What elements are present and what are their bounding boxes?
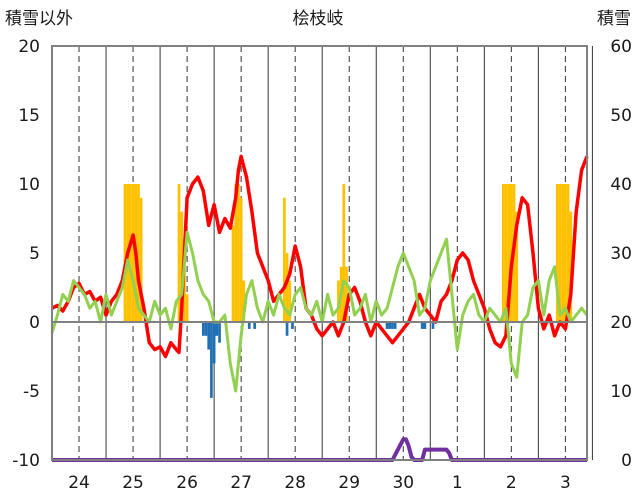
left-tick-label: 20 <box>18 37 40 57</box>
bar <box>215 322 219 336</box>
right-tick-label: 50 <box>610 106 632 126</box>
x-tick-label: 3 <box>560 473 571 493</box>
x-tick-label: 26 <box>176 473 198 493</box>
bar <box>242 280 246 322</box>
bar <box>561 184 565 322</box>
bar <box>204 322 208 336</box>
bars-layer <box>123 184 573 398</box>
bar <box>558 184 562 322</box>
bar <box>391 322 394 329</box>
bar <box>237 184 240 322</box>
bar <box>139 197 143 322</box>
right-tick-label: 0 <box>621 451 632 471</box>
bar <box>207 322 211 350</box>
bar <box>566 184 570 322</box>
bar <box>288 280 292 322</box>
bar <box>137 184 140 322</box>
bar <box>515 211 519 322</box>
bar <box>291 322 294 329</box>
bar <box>504 184 508 322</box>
bar <box>555 184 559 322</box>
plot-frame <box>51 45 588 461</box>
bar <box>201 322 205 336</box>
bar <box>177 184 181 322</box>
bar <box>239 197 243 322</box>
left-tick-label: 15 <box>18 106 40 126</box>
bar <box>423 322 427 329</box>
right-tick-label: 60 <box>610 37 632 57</box>
bar <box>218 322 221 343</box>
series-line <box>50 230 589 393</box>
bar <box>507 184 510 322</box>
left-tick-label: 5 <box>29 244 40 264</box>
bar <box>569 211 573 322</box>
left-axis-title: 積雪以外 <box>5 9 73 29</box>
bar <box>123 184 127 322</box>
bar <box>388 322 392 329</box>
bar <box>129 184 132 322</box>
bar <box>231 225 235 322</box>
right-tick-label: 20 <box>610 313 632 333</box>
bar <box>501 184 505 322</box>
x-tick-label: 1 <box>452 473 463 493</box>
bar <box>253 322 257 329</box>
x-tick-label: 28 <box>284 473 306 493</box>
x-tick-label: 29 <box>338 473 360 493</box>
grid-layer <box>51 46 593 460</box>
right-tick-label: 30 <box>610 244 632 264</box>
bar <box>285 253 289 322</box>
x-tick-label: 30 <box>392 473 414 493</box>
bar <box>210 322 213 398</box>
bar <box>431 322 435 329</box>
bar <box>345 266 348 322</box>
left-tick-label: 10 <box>18 175 40 195</box>
right-axis-title: 積雪 <box>597 9 631 29</box>
bar <box>212 322 216 364</box>
left-tick-label: -5 <box>23 382 40 402</box>
bar <box>385 322 389 329</box>
x-tick-label: 24 <box>68 473 90 493</box>
bar <box>185 294 189 322</box>
bar <box>283 197 286 322</box>
bar <box>342 184 346 322</box>
bar <box>234 184 238 322</box>
x-tick-label: 2 <box>506 473 517 493</box>
bar <box>420 322 424 329</box>
bar <box>564 184 567 322</box>
left-tick-label: 0 <box>29 313 40 333</box>
right-tick-label: 40 <box>610 175 632 195</box>
bar <box>131 184 135 322</box>
x-tick-label: 27 <box>230 473 252 493</box>
bar <box>393 322 397 329</box>
axes-layer <box>51 45 588 461</box>
bar <box>180 211 184 322</box>
right-tick-label: 10 <box>610 382 632 402</box>
x-tick-label: 25 <box>122 473 144 493</box>
left-tick-label: -10 <box>12 451 40 471</box>
bar <box>285 322 289 336</box>
chart-title: 桧枝岐 <box>293 9 344 29</box>
series-line <box>52 437 587 462</box>
bar <box>247 322 251 329</box>
